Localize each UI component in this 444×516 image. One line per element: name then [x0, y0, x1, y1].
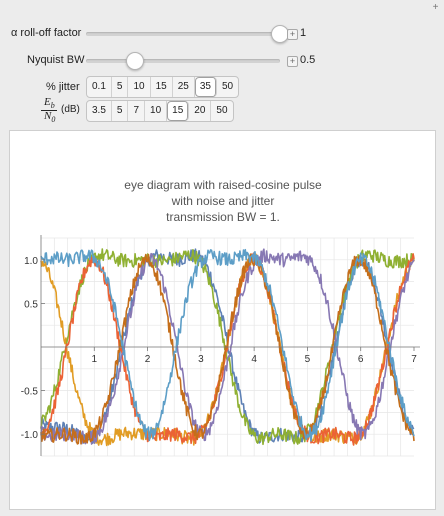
nyquist-plus-icon[interactable]: + [287, 56, 298, 67]
ebn0-denominator: N [44, 110, 52, 122]
jitter-option[interactable]: 25 [173, 77, 195, 97]
plot-panel: 1 2 3 4 5 6 7 -1.0 -0.5 0.5 1.0 eye diagram with r… [9, 130, 436, 510]
y-tick-label: 1.0 [24, 256, 38, 267]
jitter-option[interactable]: 0.1 [87, 77, 112, 97]
jitter-option[interactable]: 10 [128, 77, 151, 97]
ebn0-numerator: E [44, 96, 51, 108]
x-tick-label: 3 [198, 354, 204, 365]
nyquist-slider[interactable] [86, 50, 280, 70]
x-tick-label: 6 [358, 354, 364, 365]
ebn0-option[interactable]: 5 [112, 101, 129, 121]
x-tick-label: 5 [305, 354, 311, 365]
rolloff-slider-track[interactable] [86, 32, 280, 36]
x-tick-label: 4 [251, 354, 257, 365]
rolloff-plus-icon[interactable]: + [287, 29, 298, 40]
nyquist-value: 0.5 [300, 54, 316, 66]
x-tick-label: 7 [411, 354, 417, 365]
rolloff-slider[interactable] [86, 23, 289, 43]
nyquist-slider-thumb[interactable] [125, 52, 144, 70]
ebn0-numerator-sub: b [50, 101, 55, 111]
nyquist-label: Nyquist BW [27, 54, 85, 66]
eye-trace-series [40, 248, 415, 445]
ebn0-option[interactable]: 50 [216, 105, 228, 116]
ebn0-option[interactable]: 20 [189, 101, 212, 121]
x-tick-label: 1 [92, 354, 98, 365]
chart-title-line: with noise and jitter [171, 194, 275, 208]
rolloff-label: α roll-off factor [11, 27, 82, 39]
y-tick-label: -0.5 [21, 387, 39, 398]
ebn0-label: Eb N0 (dB) [40, 96, 84, 124]
chart-title-line: eye diagram with raised-cosine pulse [124, 178, 322, 192]
eye-trace-series [40, 248, 415, 442]
jitter-option[interactable]: 15 [151, 77, 173, 97]
rolloff-value: 1 [300, 27, 307, 39]
y-tick-label: -1.0 [21, 430, 39, 441]
jitter-option[interactable]: 35 [194, 77, 217, 97]
ebn0-option[interactable]: 15 [167, 101, 190, 121]
ebn0-option[interactable]: 7 [128, 101, 146, 121]
y-tick-label: 0.5 [24, 299, 38, 310]
title-layer: eye diagram with raised-cosine pulse with… [124, 178, 322, 224]
ebn0-option[interactable]: 10 [145, 101, 168, 121]
jitter-setter[interactable]: 0.1 5 10 15 25 35 50 [86, 76, 240, 98]
axis-layer: 1 2 3 4 5 6 7 -1.0 -0.5 0.5 1.0 [21, 235, 420, 456]
jitter-option[interactable]: 50 [221, 81, 234, 92]
chart-title-line: transmission BW = 1. [166, 210, 280, 224]
eye-trace-series [40, 252, 415, 446]
jitter-label: % jitter [46, 81, 80, 93]
x-tick-label: 2 [145, 354, 151, 365]
ebn0-option[interactable]: 3.5 [87, 101, 112, 121]
nyquist-slider-track[interactable] [86, 59, 280, 63]
ebn0-unit: (dB) [61, 104, 80, 115]
jitter-option[interactable]: 5 [112, 77, 129, 97]
ebn0-setter[interactable]: 3.5 5 7 10 15 20 50 [86, 100, 234, 122]
ebn0-denominator-sub: 0 [51, 115, 56, 125]
corner-plus-icon[interactable]: + [432, 2, 439, 13]
eye-diagram-chart: 1 2 3 4 5 6 7 -1.0 -0.5 0.5 1.0 eye diagram with r… [21, 178, 420, 457]
